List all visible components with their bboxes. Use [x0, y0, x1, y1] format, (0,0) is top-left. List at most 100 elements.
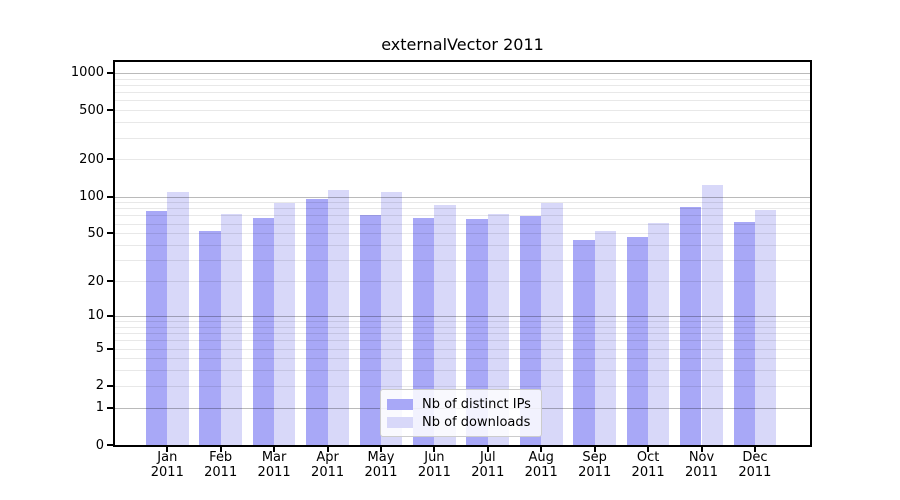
y-tick-label: 0: [95, 437, 104, 453]
x-tick-month: Aug: [528, 450, 554, 465]
bar-downloads-feb: [220, 213, 243, 445]
x-tick-year: 2011: [631, 464, 665, 480]
x-tick-year: 2011: [417, 464, 451, 480]
x-tick-month: Nov: [688, 450, 715, 465]
minor-gridline: [115, 348, 810, 350]
bar-downloads-sep: [594, 231, 617, 445]
minor-gridline: [115, 78, 810, 80]
bar-distinct-ips-apr: [306, 198, 328, 445]
bar-distinct-ips-dec: [733, 221, 755, 445]
x-tick-mark: [166, 447, 169, 452]
x-tick-mark: [219, 447, 222, 452]
y-tick-mark: [107, 71, 113, 74]
bar-distinct-ips-oct: [626, 236, 649, 445]
x-tick-mark: [326, 447, 329, 452]
major-gridline: [115, 72, 810, 74]
minor-gridline: [115, 370, 810, 372]
x-tick-mark: [700, 447, 703, 452]
y-tick-label: 200: [79, 151, 104, 167]
legend-swatch-downloads: [387, 416, 413, 428]
x-tick-mark: [593, 447, 596, 452]
y-tick-label: 10: [87, 308, 104, 324]
minor-gridline: [115, 326, 810, 328]
minor-gridline: [115, 281, 810, 282]
x-tick-month: Feb: [209, 450, 233, 465]
bar-distinct-ips-nov: [680, 207, 702, 445]
minor-gridline: [115, 385, 810, 387]
bar-distinct-ips-jan: [145, 211, 168, 445]
major-gridline: [115, 315, 810, 317]
x-tick-year: 2011: [204, 464, 238, 480]
x-tick-year: 2011: [257, 464, 291, 480]
y-tick-mark: [107, 347, 113, 350]
bar-downloads-aug: [541, 202, 563, 445]
legend: Nb of distinct IPs Nb of downloads: [380, 389, 542, 437]
x-tick-month: Mar: [261, 450, 287, 465]
y-tick-mark: [107, 280, 113, 282]
y-tick-mark: [107, 109, 113, 112]
y-tick-label: 50: [87, 225, 104, 241]
y-tick-mark: [107, 232, 113, 235]
y-tick-label: 1000: [70, 65, 104, 81]
y-tick-label: 5: [95, 341, 104, 356]
x-tick-month: Apr: [316, 450, 339, 465]
x-tick-label-dec: Dec 2011: [723, 450, 787, 480]
bar-distinct-ips-sep: [573, 240, 595, 445]
x-tick-mark: [647, 447, 650, 452]
y-tick-mark: [107, 444, 113, 446]
legend-entry-distinct-ips: Nb of distinct IPs: [387, 395, 531, 413]
minor-gridline: [115, 208, 810, 210]
x-tick-label-mar: Mar 2011: [242, 450, 306, 480]
bar-downloads-jun: [434, 205, 456, 445]
x-tick-mark: [273, 447, 276, 452]
minor-gridline: [115, 333, 810, 334]
x-tick-mark: [486, 447, 489, 452]
x-tick-label-aug: Aug 2011: [509, 450, 573, 480]
bar-distinct-ips-mar: [252, 217, 275, 445]
minor-gridline: [115, 233, 810, 235]
x-tick-label-may: May 2011: [349, 450, 413, 480]
x-tick-year: 2011: [150, 464, 184, 480]
plot-area: [113, 60, 812, 447]
y-tick-mark: [107, 406, 113, 409]
bar-distinct-ips-aug: [519, 216, 542, 445]
minor-gridline: [115, 245, 810, 246]
minor-gridline: [115, 100, 810, 102]
bar-downloads-mar: [274, 203, 296, 445]
minor-gridline: [115, 122, 810, 124]
x-tick-mark: [540, 447, 543, 452]
x-tick-year: 2011: [578, 464, 612, 480]
y-tick-mark: [107, 314, 113, 317]
bar-downloads-apr: [327, 190, 349, 445]
x-tick-month: May: [367, 450, 395, 465]
bar-downloads-may: [381, 191, 403, 445]
y-tick-mark: [107, 195, 113, 198]
minor-gridline: [115, 110, 810, 112]
legend-entry-downloads: Nb of downloads: [387, 413, 531, 431]
bar-downloads-dec: [754, 209, 777, 445]
x-tick-month: Jul: [479, 450, 496, 465]
x-tick-label-nov: Nov 2011: [670, 450, 734, 480]
bar-downloads-jan: [167, 191, 189, 445]
x-tick-label-feb: Feb 2011: [189, 450, 253, 480]
bar-downloads-nov: [701, 185, 723, 445]
x-tick-month: Jun: [424, 450, 445, 465]
minor-gridline: [115, 260, 810, 262]
x-tick-mark: [433, 447, 436, 452]
minor-gridline: [115, 84, 810, 86]
x-tick-year: 2011: [684, 464, 719, 480]
bar-distinct-ips-may: [359, 214, 381, 445]
minor-gridline: [115, 215, 810, 217]
major-gridline: [115, 196, 810, 198]
x-tick-label-apr: Apr 2011: [296, 450, 360, 480]
x-tick-year: 2011: [524, 464, 558, 480]
bar-distinct-ips-feb: [199, 231, 221, 445]
y-tick-label: 100: [79, 189, 104, 204]
y-tick-mark: [107, 158, 113, 161]
x-tick-mark: [380, 447, 382, 452]
minor-gridline: [115, 358, 810, 360]
y-tick-label: 2: [95, 378, 104, 394]
y-tick-label: 1: [95, 400, 104, 416]
x-tick-year: 2011: [471, 464, 505, 480]
